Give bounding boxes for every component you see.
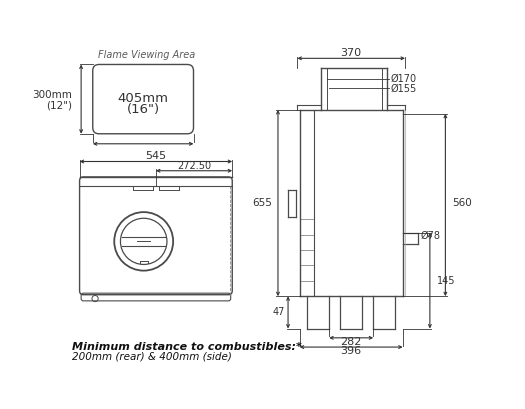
Text: 282: 282 <box>341 337 362 347</box>
Text: 47: 47 <box>272 308 285 317</box>
Text: Ø170: Ø170 <box>391 74 416 84</box>
Text: 300mm: 300mm <box>32 90 72 100</box>
Text: 200mm (rear) & 400mm (side): 200mm (rear) & 400mm (side) <box>72 351 232 361</box>
Text: 405mm: 405mm <box>118 92 169 105</box>
Text: 655: 655 <box>252 198 272 208</box>
Text: 370: 370 <box>341 48 362 58</box>
Text: 560: 560 <box>453 198 472 208</box>
Text: Minimum distance to combustibles:*: Minimum distance to combustibles:* <box>72 342 302 352</box>
Text: Ø155: Ø155 <box>391 83 417 93</box>
Text: 145: 145 <box>437 276 455 285</box>
Text: (16"): (16") <box>127 103 160 116</box>
Text: Flame Viewing Area: Flame Viewing Area <box>98 50 196 60</box>
Text: (12"): (12") <box>46 100 72 110</box>
Text: Ø78: Ø78 <box>421 231 440 241</box>
Text: 272.50: 272.50 <box>177 161 211 171</box>
Text: 396: 396 <box>341 346 362 356</box>
Text: 545: 545 <box>145 151 166 161</box>
